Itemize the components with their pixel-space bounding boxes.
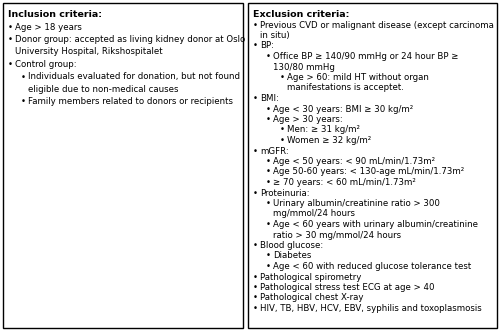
Text: Men: ≥ 31 kg/m²: Men: ≥ 31 kg/m² (287, 125, 360, 134)
Text: •: • (266, 167, 271, 176)
Text: •: • (253, 283, 258, 292)
Text: manifestations is acceptet.: manifestations is acceptet. (287, 83, 404, 92)
Text: •: • (253, 188, 258, 198)
Text: Age > 18 years: Age > 18 years (15, 23, 82, 31)
Text: •: • (253, 41, 258, 51)
Text: Individuals evaluated for donation, but not found: Individuals evaluated for donation, but … (28, 72, 240, 81)
Text: •: • (266, 105, 271, 114)
Text: ratio > 30 mg/mmol/24 hours: ratio > 30 mg/mmol/24 hours (273, 230, 401, 240)
Text: Age < 50 years: < 90 mL/min/1.73m²: Age < 50 years: < 90 mL/min/1.73m² (273, 157, 435, 166)
Text: •: • (253, 272, 258, 281)
Text: HIV, TB, HBV, HCV, EBV, syphilis and toxoplasmosis: HIV, TB, HBV, HCV, EBV, syphilis and tox… (260, 304, 482, 313)
Text: Diabetes: Diabetes (273, 252, 312, 260)
Text: •: • (253, 304, 258, 313)
Text: ≥ 70 years: < 60 mL/min/1.73m²: ≥ 70 years: < 60 mL/min/1.73m² (273, 178, 416, 187)
Bar (3, 3, 243, 328)
Text: •: • (266, 115, 271, 124)
Text: eligible due to non-medical causes: eligible due to non-medical causes (28, 85, 178, 94)
Text: Women ≥ 32 kg/m²: Women ≥ 32 kg/m² (287, 136, 371, 145)
Text: •: • (266, 199, 271, 208)
Text: Donor group: accepted as living kidney donor at Oslo: Donor group: accepted as living kidney d… (15, 35, 245, 44)
Text: mg/mmol/24 hours: mg/mmol/24 hours (273, 210, 355, 218)
Text: Age < 60 with reduced glucose tolerance test: Age < 60 with reduced glucose tolerance … (273, 262, 471, 271)
Text: Age < 30 years: BMI ≥ 30 kg/m²: Age < 30 years: BMI ≥ 30 kg/m² (273, 105, 413, 114)
Text: •: • (266, 220, 271, 229)
Text: Previous CVD or malignant disease (except carcinoma: Previous CVD or malignant disease (excep… (260, 21, 494, 29)
Text: BP:: BP: (260, 41, 274, 51)
Text: 130/80 mmHg: 130/80 mmHg (273, 63, 335, 71)
Text: Family members related to donors or recipients: Family members related to donors or reci… (28, 98, 233, 107)
Text: •: • (253, 94, 258, 103)
Text: Pathological stress test ECG at age > 40: Pathological stress test ECG at age > 40 (260, 283, 434, 292)
Text: in situ): in situ) (260, 31, 290, 40)
Text: Pathological chest X-ray: Pathological chest X-ray (260, 294, 364, 303)
Text: •: • (253, 21, 258, 29)
Text: •: • (21, 98, 26, 107)
Text: Control group:: Control group: (15, 60, 76, 69)
Text: Age 50-60 years: < 130-age mL/min/1.73m²: Age 50-60 years: < 130-age mL/min/1.73m² (273, 167, 464, 176)
Text: Office BP ≥ 140/90 mmHg or 24 hour BP ≥: Office BP ≥ 140/90 mmHg or 24 hour BP ≥ (273, 52, 458, 61)
Text: •: • (8, 60, 13, 69)
Text: Exclusion criteria:: Exclusion criteria: (253, 10, 350, 19)
Text: mGFR:: mGFR: (260, 147, 289, 156)
Text: •: • (266, 157, 271, 166)
Bar (248, 3, 497, 328)
Text: •: • (266, 178, 271, 187)
Text: •: • (266, 252, 271, 260)
Text: •: • (266, 262, 271, 271)
Text: Urinary albumin/creatinine ratio > 300: Urinary albumin/creatinine ratio > 300 (273, 199, 440, 208)
Text: Proteinuria:: Proteinuria: (260, 188, 310, 198)
Text: University Hospital, Rikshospitalet: University Hospital, Rikshospitalet (15, 48, 163, 57)
Text: •: • (21, 72, 26, 81)
Text: •: • (280, 136, 285, 145)
Text: •: • (8, 23, 13, 31)
Text: BMI:: BMI: (260, 94, 279, 103)
Text: •: • (8, 35, 13, 44)
Text: •: • (280, 73, 285, 82)
Text: •: • (280, 125, 285, 134)
Text: Pathological spirometry: Pathological spirometry (260, 272, 362, 281)
Text: Blood glucose:: Blood glucose: (260, 241, 323, 250)
Text: Inclusion criteria:: Inclusion criteria: (8, 10, 102, 19)
Text: Age < 60 years with urinary albumin/creatinine: Age < 60 years with urinary albumin/crea… (273, 220, 478, 229)
Text: •: • (266, 52, 271, 61)
Text: •: • (253, 241, 258, 250)
Text: Age > 60: mild HT without organ: Age > 60: mild HT without organ (287, 73, 429, 82)
Text: Age > 30 years:: Age > 30 years: (273, 115, 343, 124)
Text: •: • (253, 294, 258, 303)
Text: •: • (253, 147, 258, 156)
